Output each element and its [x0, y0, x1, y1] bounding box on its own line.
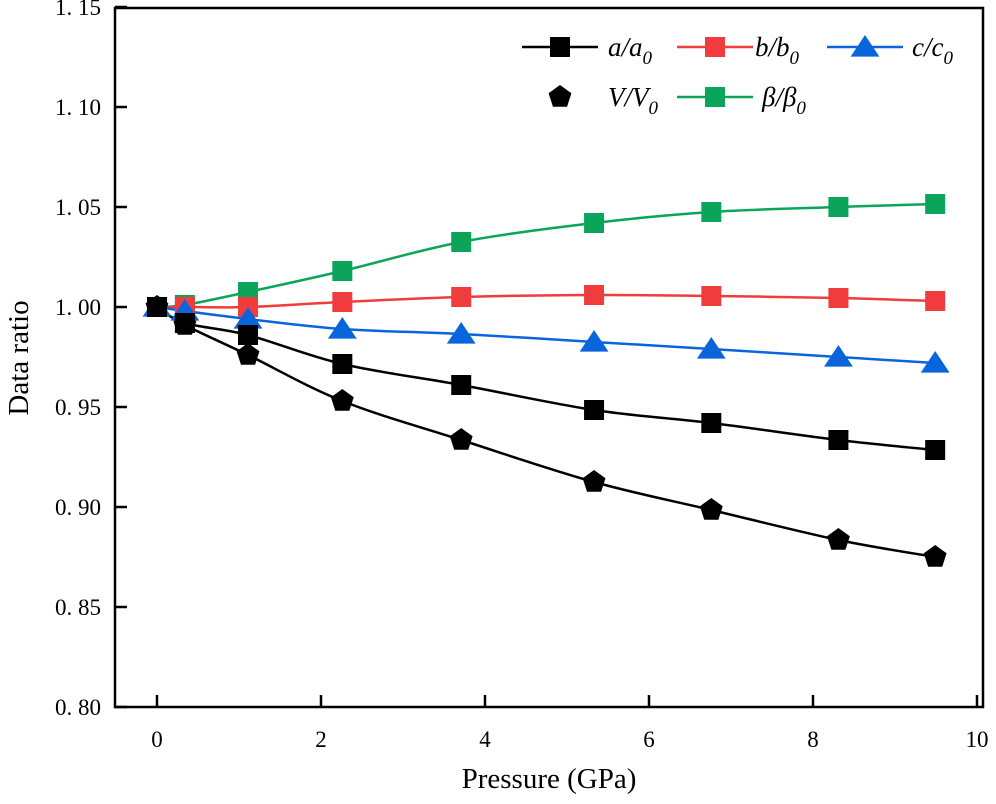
data-point-1-2	[238, 297, 259, 317]
data-point-4-3	[332, 261, 353, 281]
data-point-1-3	[332, 292, 353, 312]
x-tick-label: 8	[807, 727, 819, 752]
legend-label: b/b0	[755, 32, 800, 69]
data-point-3-6	[699, 498, 723, 520]
data-point-0-4	[451, 375, 472, 395]
x-tick-label: 10	[966, 727, 989, 752]
legend-item-3: V/V0	[548, 82, 659, 119]
data-point-3-8	[923, 545, 947, 567]
y-tick-label: 1. 05	[55, 195, 101, 220]
legend-item-1: b/b0	[677, 32, 800, 69]
legend-marker	[548, 85, 572, 107]
x-tick-label: 6	[643, 727, 655, 752]
legend-label: β/β0	[761, 82, 806, 119]
legend-label: a/a0	[608, 32, 653, 69]
legend-item-4: β/β0	[677, 82, 806, 119]
data-point-2-3	[327, 317, 357, 339]
data-point-2-4	[446, 322, 476, 344]
data-point-2-8	[920, 351, 950, 373]
data-point-2-2	[233, 307, 263, 329]
plot-frame	[113, 6, 985, 709]
y-tick-label: 0. 90	[55, 495, 101, 520]
legend: a/a0 b/b0 c/c0 V/V0 β/β0	[522, 32, 953, 119]
y-tick-label: 0. 85	[55, 595, 101, 620]
legend-marker	[850, 35, 880, 57]
legend-marker	[705, 37, 725, 57]
series-line-4	[156, 202, 936, 309]
series-lines	[156, 202, 936, 559]
data-point-4-8	[925, 194, 946, 214]
data-point-3-7	[827, 528, 850, 550]
data-point-1-5	[584, 285, 605, 305]
data-point-1-4	[451, 287, 472, 307]
legend-marker	[705, 87, 725, 107]
plot-frame-rect	[113, 6, 985, 709]
series-line-2	[156, 305, 936, 365]
data-point-0-3	[332, 354, 353, 374]
data-point-3-0	[145, 295, 169, 317]
x-tick-label: 4	[479, 727, 491, 752]
data-point-3-3	[330, 389, 354, 411]
legend-label: V/V0	[608, 82, 659, 119]
x-axis-title: Pressure (GPa)	[462, 763, 637, 795]
data-point-1-8	[925, 291, 946, 311]
data-point-2-5	[579, 330, 609, 352]
x-tick-label: 2	[315, 727, 327, 752]
y-axis: 0. 80 0. 85 0. 90 0. 95 1. 00 1. 05 1. 10 1. 15	[55, 0, 127, 720]
legend-item-2: c/c0	[827, 32, 953, 69]
y-tick-label: 1. 10	[55, 95, 101, 120]
data-point-2-7	[824, 345, 853, 367]
y-tick-label: 0. 80	[55, 695, 101, 720]
data-point-0-8	[925, 440, 946, 460]
legend-item-0: a/a0	[522, 32, 653, 69]
data-point-4-6	[701, 202, 722, 222]
data-point-0-5	[584, 400, 605, 420]
series-line-1	[156, 293, 936, 309]
data-point-3-4	[449, 428, 473, 450]
data-point-3-5	[582, 470, 606, 492]
y-tick-label: 1. 15	[55, 0, 101, 20]
data-point-1-7	[828, 288, 849, 308]
series-markers	[142, 194, 950, 567]
data-point-0-7	[828, 430, 849, 450]
x-tick-label: 0	[151, 727, 163, 752]
x-axis: 0 2 4 6 8 10	[151, 695, 989, 752]
data-point-0-2	[238, 325, 259, 345]
series-line-0	[156, 305, 936, 452]
legend-marker	[550, 37, 570, 57]
legend-label: c/c0	[912, 32, 953, 69]
data-point-4-4	[451, 232, 472, 252]
data-point-4-7	[828, 197, 849, 217]
data-point-2-6	[696, 337, 726, 359]
data-point-1-6	[701, 286, 722, 306]
y-tick-label: 1. 00	[55, 295, 101, 320]
y-axis-title: Data ratio	[3, 300, 35, 415]
y-tick-label: 0. 95	[55, 395, 101, 420]
series-line-3	[156, 305, 936, 559]
data-point-3-1	[173, 313, 197, 335]
data-point-4-5	[584, 213, 605, 233]
data-point-3-2	[236, 343, 260, 365]
data-point-0-6	[701, 413, 722, 433]
